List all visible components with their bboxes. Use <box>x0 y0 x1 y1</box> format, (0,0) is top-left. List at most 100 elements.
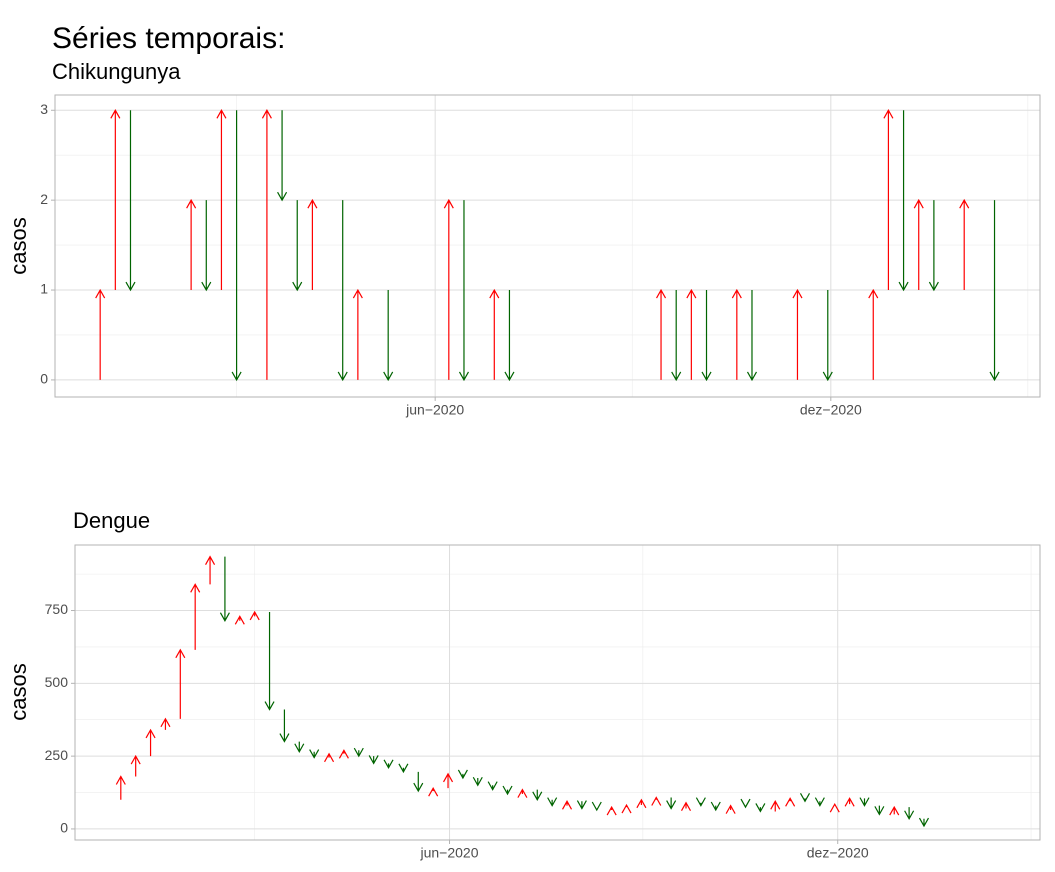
y-tick-label: 500 <box>45 674 69 690</box>
arrow <box>989 200 1000 382</box>
arrow <box>874 805 885 816</box>
arrow <box>219 556 230 622</box>
arrow <box>913 198 924 291</box>
arrow <box>636 798 647 809</box>
arrow <box>656 288 667 380</box>
y-tick-label: 750 <box>45 601 69 617</box>
arrow <box>216 109 227 291</box>
arrow <box>115 775 126 800</box>
arrow <box>898 110 909 292</box>
arrow <box>309 749 320 759</box>
arrow <box>792 288 803 380</box>
arrow <box>489 288 500 380</box>
arrow <box>517 788 528 798</box>
panel-title: Dengue <box>73 508 150 533</box>
arrow <box>680 801 692 812</box>
arrow <box>671 290 682 382</box>
arrow <box>457 769 468 780</box>
arrow <box>822 290 833 382</box>
arrow <box>502 785 513 796</box>
arrow <box>294 741 305 753</box>
arrow <box>844 797 855 807</box>
arrow <box>338 749 349 759</box>
arrow <box>695 797 706 807</box>
arrow <box>959 198 970 291</box>
arrow <box>443 198 454 380</box>
y-axis-label: casos <box>6 663 31 720</box>
arrow <box>799 792 811 803</box>
arrow <box>264 611 275 711</box>
panel-border <box>74 544 1041 841</box>
arrow <box>125 110 136 292</box>
arrow <box>383 759 394 770</box>
y-tick-label: 3 <box>40 101 48 117</box>
arrow <box>686 288 697 380</box>
arrow <box>472 776 483 787</box>
arrow <box>352 288 363 380</box>
panel-border <box>54 94 1041 398</box>
y-tick-label: 1 <box>40 281 48 297</box>
arrow <box>428 786 439 797</box>
arrow <box>160 717 171 730</box>
arrow <box>904 807 915 820</box>
arrow <box>561 800 573 810</box>
arrow <box>413 771 424 793</box>
arrow <box>576 800 587 810</box>
arrow <box>175 648 186 719</box>
arrow <box>504 290 515 382</box>
y-tick-label: 0 <box>60 820 68 836</box>
arrow <box>606 805 617 816</box>
arrow <box>292 200 303 292</box>
arrow <box>95 288 106 380</box>
arrow <box>398 763 409 774</box>
panel-title: Chikungunya <box>52 59 181 84</box>
arrow <box>130 754 141 777</box>
arrow <box>731 288 742 380</box>
arrow <box>701 290 712 382</box>
arrow <box>279 709 290 743</box>
arrow <box>883 109 894 291</box>
arrow <box>190 583 201 650</box>
arrow <box>231 110 242 382</box>
arrow <box>307 198 318 291</box>
arrow <box>785 797 796 807</box>
arrow <box>859 797 870 807</box>
arrow <box>755 803 766 813</box>
arrow <box>710 801 721 812</box>
arrow <box>814 797 825 807</box>
arrow <box>547 797 558 807</box>
arrow <box>868 288 879 380</box>
x-tick-label: dez−2020 <box>800 402 862 418</box>
arrow <box>651 796 662 806</box>
arrow <box>205 555 216 585</box>
arrow <box>458 200 469 382</box>
arrow <box>487 781 498 791</box>
arrow <box>928 200 939 292</box>
arrow <box>532 789 543 802</box>
arrow <box>110 109 121 291</box>
arrow <box>249 610 260 621</box>
arrow <box>725 804 736 814</box>
x-tick-label: jun−2020 <box>405 402 464 418</box>
arrow <box>145 728 156 757</box>
arrow <box>621 803 632 814</box>
arrow <box>368 755 379 765</box>
arrow <box>591 801 602 812</box>
arrow <box>829 802 840 813</box>
y-tick-label: 0 <box>40 371 48 387</box>
x-tick-label: dez−2020 <box>807 845 869 861</box>
x-tick-label: jun−2020 <box>420 845 479 861</box>
arrow <box>337 200 348 382</box>
arrow <box>201 200 212 292</box>
arrow <box>383 290 394 382</box>
arrow <box>770 800 781 812</box>
arrow <box>666 797 677 810</box>
arrow <box>918 817 930 828</box>
arrow <box>443 772 454 789</box>
y-tick-label: 250 <box>45 747 69 763</box>
y-tick-label: 2 <box>40 191 48 207</box>
arrow <box>234 615 245 625</box>
y-axis-label: casos <box>6 217 31 274</box>
arrow <box>277 110 288 202</box>
